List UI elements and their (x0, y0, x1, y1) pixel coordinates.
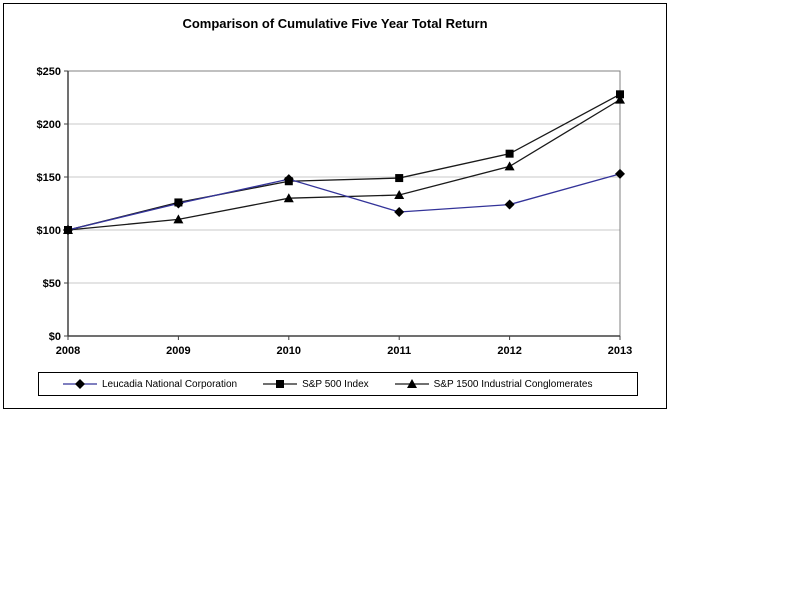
chart-title: Comparison of Cumulative Five Year Total… (182, 16, 488, 31)
data-point-marker (394, 206, 405, 217)
data-point-marker (284, 177, 293, 186)
chart-legend: Leucadia National Corporation S&P 500 In… (38, 372, 638, 396)
series-line (67, 93, 621, 231)
y-tick-label: $150 (37, 172, 61, 184)
y-tick-label: $100 (37, 225, 61, 237)
data-point-marker (504, 199, 515, 210)
data-point-marker (395, 174, 404, 183)
y-tick-label: $0 (49, 331, 61, 343)
legend-label: S&P 1500 Industrial Conglomerates (433, 378, 593, 390)
x-tick-label: 2009 (166, 345, 190, 357)
data-point-marker (615, 168, 625, 179)
data-point-marker (394, 190, 405, 200)
x-tick-label: 2013 (608, 345, 632, 357)
legend-label: S&P 500 Index (302, 378, 369, 390)
y-tick-label: $250 (37, 66, 61, 78)
legend-sample-marker (406, 379, 417, 388)
legend-sample-marker (276, 380, 285, 388)
legend-item-leucadia: Leucadia National Corporation (63, 378, 237, 390)
data-point-marker (615, 94, 625, 104)
plot-border (67, 70, 621, 337)
data-point-marker (174, 198, 183, 207)
data-point-marker (173, 214, 184, 224)
x-tick-label: 2008 (56, 345, 80, 357)
data-point-marker (616, 90, 624, 99)
diamond-line-marker-icon (63, 378, 97, 390)
performance-chart: Comparison of Cumulative Five Year Total… (3, 3, 667, 409)
legend-label: Leucadia National Corporation (102, 378, 238, 390)
x-tick-label: 2011 (387, 345, 411, 357)
data-point-marker (64, 226, 72, 234)
data-point-marker (504, 161, 515, 171)
legend-item-sp1500: S&P 1500 Industrial Conglomerates (394, 378, 593, 390)
data-point-marker (505, 149, 514, 158)
legend-item-sp500: S&P 500 Index (263, 378, 369, 390)
x-tick-label: 2012 (497, 345, 521, 357)
series-line (67, 99, 621, 231)
x-tick-label: 2010 (277, 345, 301, 357)
legend-sample-marker (75, 379, 85, 389)
series-line (67, 173, 621, 231)
data-point-marker (283, 193, 294, 203)
y-tick-label: $200 (37, 119, 61, 131)
y-tick-label: $50 (43, 278, 61, 290)
square-line-marker-icon (263, 378, 298, 390)
chart-plot-area: $0 $50 $100 $150 $200 $250 2008 2009 2010 2011 201… (37, 66, 633, 357)
triangle-line-marker-icon (394, 378, 429, 390)
